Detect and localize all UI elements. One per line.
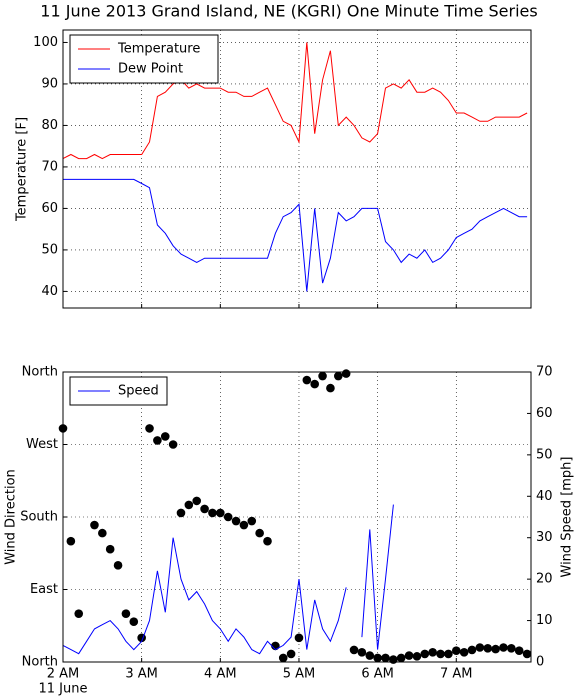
direction-point [168, 440, 178, 449]
y2-tick-label: 50 [536, 447, 553, 462]
y-axis-label: Temperature [F] [15, 117, 30, 222]
y2-tick-label: 70 [536, 365, 553, 380]
direction-point [278, 653, 288, 663]
y-tick-label: North [22, 655, 58, 670]
x-tick-label: 6 AM [361, 667, 394, 682]
direction-point [176, 508, 186, 518]
direction-point [491, 644, 500, 654]
direction-point [231, 516, 241, 526]
direction-point [113, 561, 123, 570]
direction-point [98, 528, 107, 538]
legend-label: Speed [118, 384, 159, 399]
direction-point [349, 645, 359, 655]
x-tick-label: 2 AM [47, 667, 80, 682]
direction-point [318, 371, 327, 381]
y-tick-label: 60 [41, 201, 58, 216]
direction-point [483, 644, 493, 653]
direction-point [247, 516, 257, 526]
y-tick-label: West [26, 437, 58, 452]
direction-point [365, 651, 375, 660]
direction-point [436, 649, 445, 659]
direction-point [223, 512, 233, 522]
direction-point [381, 653, 390, 663]
x-tick-label: 7 AM [440, 667, 473, 682]
plot-frame [62, 371, 532, 663]
direction-point [357, 648, 367, 657]
direction-point [302, 375, 312, 385]
direction-point [428, 648, 437, 657]
y2-tick-label: 60 [536, 406, 553, 421]
direction-point [499, 643, 508, 652]
direction-point [294, 633, 304, 643]
direction-point [412, 652, 422, 661]
y2-axis-label: Wind Speed [mph] [560, 457, 575, 578]
direction-point [129, 617, 139, 627]
direction-point [310, 379, 319, 389]
direction-point [90, 520, 99, 530]
direction-point [145, 424, 154, 433]
legend-label: Dew Point [118, 62, 183, 77]
direction-point [514, 646, 524, 656]
plot-frame [62, 29, 532, 309]
direction-point [263, 536, 272, 546]
direction-point [420, 649, 430, 659]
y-axis-label: Wind Direction [4, 469, 19, 565]
direction-point [373, 653, 382, 663]
direction-point [396, 653, 406, 663]
direction-point [467, 645, 477, 655]
direction-point [326, 383, 335, 393]
direction-point [507, 644, 516, 653]
direction-point [444, 649, 453, 659]
y-tick-label: 50 [41, 242, 58, 257]
direction-point [389, 655, 398, 664]
y2-tick-label: 10 [536, 613, 553, 628]
direction-point [192, 496, 202, 506]
chart-title: 11 June 2013 Grand Island, NE (KGRI) One… [40, 2, 537, 21]
direction-point [522, 649, 532, 659]
series-line [63, 178, 528, 292]
x-tick-label: 4 AM [204, 667, 237, 682]
direction-point [153, 436, 162, 445]
y-tick-label: 90 [41, 76, 58, 91]
direction-point [451, 646, 461, 656]
legend-box [69, 34, 219, 84]
x-sublabel: 11 June [39, 682, 88, 697]
y-tick-label: South [20, 510, 58, 525]
direction-point [208, 508, 217, 518]
y2-tick-label: 0 [536, 655, 544, 670]
y-tick-label: 100 [33, 35, 58, 50]
y-tick-label: 80 [41, 118, 58, 133]
y2-tick-label: 30 [536, 530, 553, 545]
direction-point [200, 504, 209, 514]
series-line [62, 504, 394, 655]
direction-point [121, 609, 131, 618]
direction-point [160, 432, 170, 441]
y2-tick-label: 40 [536, 489, 553, 504]
direction-point [341, 369, 351, 378]
direction-point [216, 508, 225, 518]
direction-point [404, 651, 414, 660]
direction-point [255, 528, 264, 538]
direction-point [184, 500, 194, 510]
legend-label: Temperature [117, 42, 200, 57]
y-tick-label: East [30, 582, 58, 597]
x-tick-label: 5 AM [283, 667, 316, 682]
direction-point [286, 649, 296, 659]
y-tick-label: 40 [41, 284, 58, 299]
y-tick-label: 70 [41, 159, 58, 174]
y2-tick-label: 20 [536, 572, 553, 587]
direction-point [74, 609, 84, 618]
direction-point [105, 544, 115, 554]
series-line [62, 42, 528, 160]
direction-point [66, 536, 76, 546]
direction-point [459, 648, 469, 657]
direction-point [475, 643, 485, 652]
y-tick-label: North [22, 365, 58, 380]
direction-point [239, 520, 249, 530]
x-tick-label: 3 AM [125, 667, 158, 682]
direction-point [333, 371, 343, 381]
